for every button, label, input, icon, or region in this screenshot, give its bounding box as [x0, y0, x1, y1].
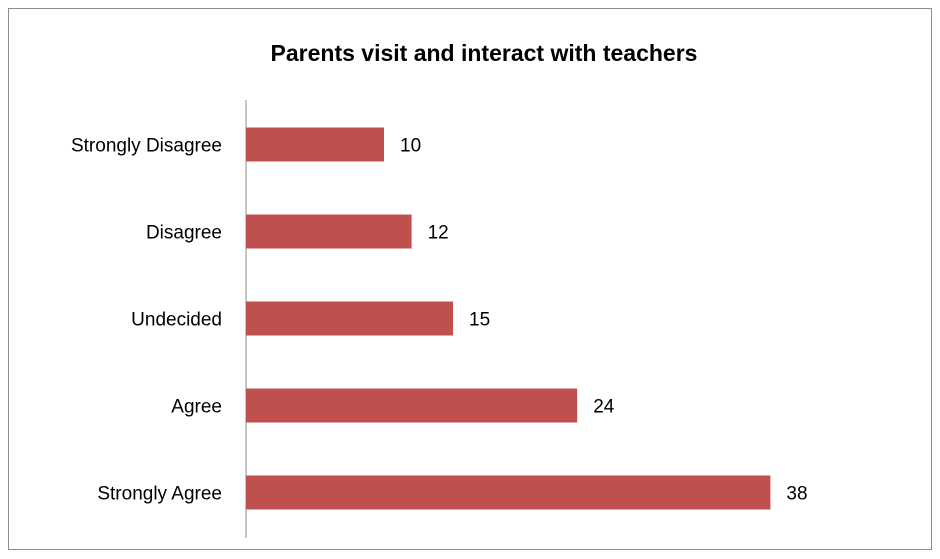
data-label: 15: [469, 310, 490, 331]
data-label: 10: [400, 136, 421, 157]
chart-title: Parents visit and interact with teachers: [271, 40, 698, 66]
category-label: Undecided: [131, 310, 222, 331]
bar: [246, 127, 384, 162]
category-label: Strongly Agree: [97, 484, 222, 505]
bar: [246, 388, 578, 423]
category-label: Agree: [171, 397, 222, 418]
category-label: Disagree: [146, 223, 222, 244]
bar: [246, 214, 412, 249]
data-label: 24: [593, 397, 615, 418]
data-label: 12: [428, 223, 449, 244]
bar: [246, 301, 453, 336]
data-label: 38: [786, 484, 807, 505]
category-label: Strongly Disagree: [71, 136, 222, 157]
chart-border: [8, 8, 932, 550]
bar: [246, 475, 771, 510]
